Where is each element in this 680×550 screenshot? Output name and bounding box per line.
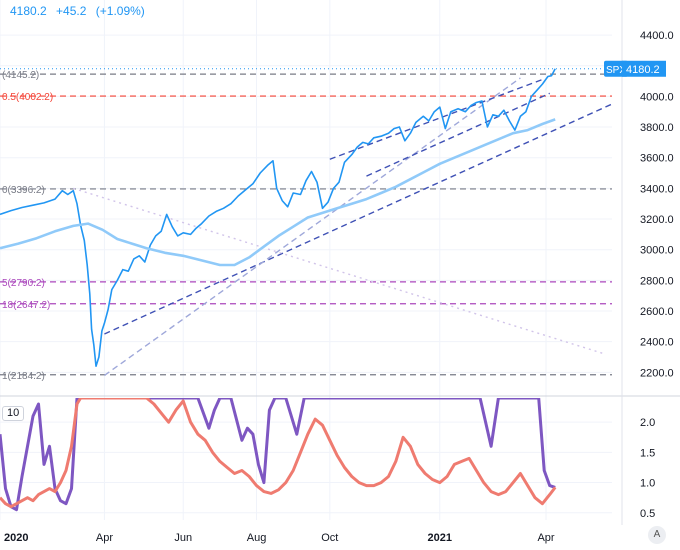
trend-line (104, 103, 613, 335)
trend-line (104, 77, 521, 376)
price-axis: SPX 4180.22200.02400.02600.02800.03000.03… (4, 0, 674, 544)
x-tick-label: 2020 (4, 532, 28, 544)
last-value-badge (622, 60, 666, 77)
symbol-tag-text: SPX (606, 65, 626, 76)
fib-level-label: 0.5(4002.2) (2, 92, 53, 103)
oscillator-label[interactable]: 10 (2, 406, 25, 421)
price-pane: (4145.2) 0.5(4002.2) 0(3396.2) 5(2790.2) 18(… (0, 0, 680, 520)
osc-series-purple (0, 398, 556, 512)
price-tick-label: 2200.0 (640, 367, 674, 379)
x-tick-label: Jun (174, 532, 192, 544)
x-tick-label: Apr (537, 532, 554, 544)
price-tick-label: 2800.0 (640, 275, 674, 287)
price-tick-label: 3600.0 (640, 153, 674, 165)
osc-tick-label: 0.5 (640, 508, 655, 520)
header-change-pct: (+1.09%) (95, 4, 145, 18)
price-tick-label: 3400.0 (640, 183, 674, 195)
moving-average-line (0, 118, 556, 267)
price-tick-label: 4400.0 (640, 30, 674, 42)
osc-tick-label: 1.0 (640, 478, 655, 490)
header-change: +45.2 (56, 4, 87, 18)
osc-tick-label: 2.0 (640, 417, 655, 429)
fib-level-label: 0(3396.2) (2, 185, 45, 196)
x-tick-label: 2021 (428, 532, 452, 544)
header-last-value: 4180.2 (10, 4, 47, 18)
trend-line (73, 187, 605, 355)
price-tick-label: 4000.0 (640, 91, 674, 103)
fib-level-label: (4145.2) (2, 70, 39, 81)
oscillator-pane (0, 398, 612, 514)
x-tick-label: Aug (247, 532, 267, 544)
x-tick-label: Oct (321, 532, 338, 544)
spx-price-line (0, 68, 556, 367)
price-tick-label: 3200.0 (640, 214, 674, 226)
price-tick-label: 2600.0 (640, 306, 674, 318)
trend-line (329, 78, 543, 160)
price-tick-label: 3800.0 (640, 122, 674, 134)
price-tick-label: 3000.0 (640, 245, 674, 257)
chart-header: 4180.2 +45.2 (+1.09%) (10, 4, 151, 18)
osc-series-salmon (0, 398, 557, 509)
oscillator-length: 10 (7, 407, 20, 419)
osc-tick-label: 1.5 (640, 447, 655, 459)
fib-level-label: 5(2790.2) (2, 278, 45, 289)
fib-level-label: 18(2647.2) (2, 300, 50, 311)
last-value-text: 4180.2 (626, 64, 660, 76)
x-tick-label: Apr (96, 532, 113, 544)
trend-line (366, 92, 550, 177)
price-tick-label: 2400.0 (640, 337, 674, 349)
fib-level-label: 1(2184.2) (2, 371, 45, 382)
auto-scale-button[interactable]: A (648, 526, 666, 544)
